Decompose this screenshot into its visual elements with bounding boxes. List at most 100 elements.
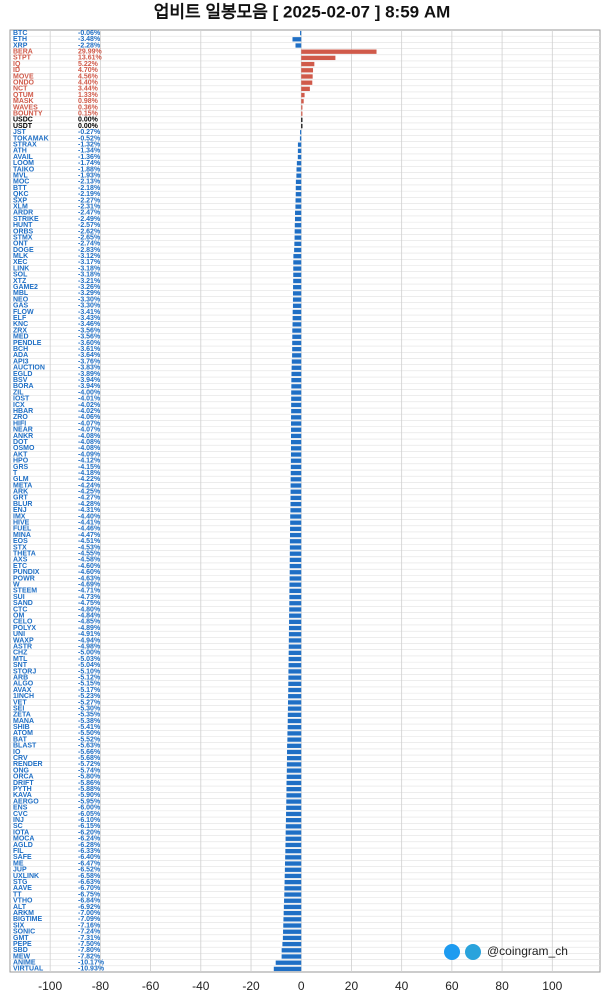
category-label: XRP bbox=[13, 42, 28, 49]
category-label: USDT bbox=[13, 123, 33, 130]
x-tick-label: 20 bbox=[345, 979, 359, 993]
value-label: 0.00% bbox=[78, 117, 99, 124]
value-label: -3.56% bbox=[78, 334, 101, 341]
category-label: BSV bbox=[13, 377, 28, 384]
bar bbox=[296, 167, 302, 172]
x-tick-label: -40 bbox=[192, 979, 210, 993]
bar bbox=[287, 706, 302, 711]
bar bbox=[290, 508, 302, 513]
bar bbox=[291, 384, 302, 389]
category-label: VET bbox=[13, 699, 27, 706]
value-label: -5.04% bbox=[78, 662, 101, 669]
value-label: -6.10% bbox=[78, 817, 101, 824]
bar bbox=[286, 811, 302, 817]
bar bbox=[292, 340, 302, 346]
category-label: STRAX bbox=[13, 141, 37, 148]
category-label: ORBS bbox=[13, 228, 34, 235]
category-label: ID bbox=[13, 67, 20, 74]
category-label: CHZ bbox=[13, 650, 28, 657]
bar bbox=[295, 210, 302, 215]
category-label: STPT bbox=[13, 55, 32, 62]
value-label: -4.58% bbox=[78, 557, 101, 564]
bar bbox=[286, 762, 302, 767]
value-label: -3.61% bbox=[78, 346, 101, 353]
bar bbox=[295, 185, 302, 191]
value-label: -4.12% bbox=[78, 458, 101, 465]
value-label: 4.56% bbox=[78, 73, 99, 80]
value-label: -5.03% bbox=[78, 656, 101, 663]
bar bbox=[296, 173, 302, 178]
x-tick-label: -80 bbox=[92, 979, 110, 993]
value-label: -6.28% bbox=[78, 842, 101, 849]
category-label: AVAIL bbox=[13, 154, 34, 161]
bar bbox=[290, 446, 302, 451]
value-label: -1.74% bbox=[78, 160, 101, 167]
value-label: -4.08% bbox=[78, 433, 101, 440]
bar bbox=[301, 68, 314, 73]
category-label: THETA bbox=[13, 551, 36, 558]
value-label: -5.38% bbox=[78, 718, 101, 725]
bar bbox=[286, 787, 302, 792]
value-label: -4.69% bbox=[78, 582, 101, 589]
category-label: HIVE bbox=[13, 520, 30, 527]
category-label: BTC bbox=[13, 30, 27, 37]
category-label: ARK bbox=[13, 489, 28, 496]
value-label: -4.08% bbox=[78, 445, 101, 452]
category-label: HUNT bbox=[13, 222, 33, 229]
value-label: -4.98% bbox=[78, 643, 101, 650]
category-label: OSMO bbox=[13, 445, 35, 452]
value-label: -4.85% bbox=[78, 619, 101, 626]
bar bbox=[288, 650, 302, 656]
x-tick-label: -100 bbox=[38, 979, 62, 993]
bar bbox=[292, 322, 302, 327]
value-label: -5.63% bbox=[78, 743, 101, 750]
value-label: -1.36% bbox=[78, 154, 101, 161]
value-label: -4.60% bbox=[78, 569, 101, 576]
category-label: PEPE bbox=[13, 941, 32, 948]
value-label: 0.15% bbox=[78, 111, 99, 118]
category-label: GMT bbox=[13, 935, 29, 942]
bar bbox=[291, 408, 302, 414]
bar bbox=[283, 923, 302, 928]
value-label: -4.28% bbox=[78, 501, 101, 508]
value-label: -5.86% bbox=[78, 780, 101, 787]
value-label: -6.33% bbox=[78, 848, 101, 855]
bar bbox=[275, 960, 302, 965]
value-label: -5.72% bbox=[78, 761, 101, 768]
category-label: PYTH bbox=[13, 786, 32, 793]
bar bbox=[292, 291, 302, 296]
bar bbox=[288, 700, 302, 705]
value-label: -2.62% bbox=[78, 228, 101, 235]
bar bbox=[290, 439, 302, 445]
bar bbox=[294, 241, 302, 246]
category-label: ANIME bbox=[13, 960, 36, 967]
bar bbox=[297, 148, 302, 154]
value-label: -10.93% bbox=[78, 966, 105, 973]
bar bbox=[288, 644, 302, 649]
value-label: -4.02% bbox=[78, 402, 101, 409]
value-label: 0.00% bbox=[78, 123, 99, 130]
value-label: -3.48% bbox=[78, 36, 101, 43]
bar bbox=[301, 61, 315, 67]
bar bbox=[288, 675, 302, 680]
bar bbox=[289, 588, 302, 594]
value-label: -3.64% bbox=[78, 352, 101, 359]
category-label: MANA bbox=[13, 718, 34, 725]
bar bbox=[288, 625, 302, 631]
value-label: -7.00% bbox=[78, 910, 101, 917]
value-label: -6.40% bbox=[78, 854, 101, 861]
bar bbox=[294, 223, 302, 228]
value-label: -5.17% bbox=[78, 687, 101, 694]
value-label: -4.00% bbox=[78, 389, 101, 396]
value-label: -6.58% bbox=[78, 873, 101, 880]
category-label: ARKM bbox=[13, 910, 34, 917]
category-label: SC bbox=[13, 823, 23, 830]
bar bbox=[288, 632, 302, 637]
value-label: -4.31% bbox=[78, 507, 101, 514]
bar bbox=[287, 731, 302, 736]
category-label: MVL bbox=[13, 172, 29, 179]
category-label: LOOM bbox=[13, 160, 34, 167]
value-label: 29.99% bbox=[78, 49, 103, 56]
bar bbox=[294, 216, 302, 222]
category-label: ONDO bbox=[13, 80, 35, 87]
